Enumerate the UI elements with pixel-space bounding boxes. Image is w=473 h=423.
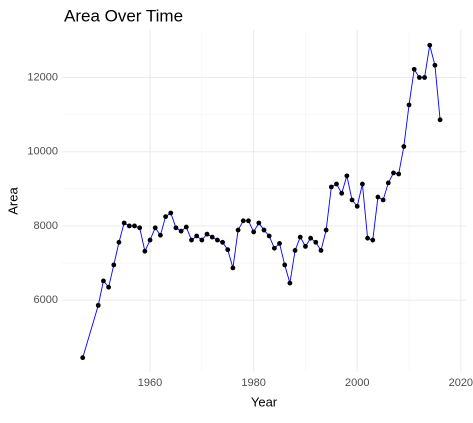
point: [230, 265, 236, 271]
x-tick-label: 1960: [138, 377, 162, 389]
point: [101, 278, 106, 284]
point: [339, 190, 345, 196]
point: [427, 42, 433, 48]
point: [199, 237, 205, 243]
point: [292, 248, 298, 253]
point: [121, 220, 127, 226]
point: [147, 237, 153, 243]
point: [406, 102, 412, 108]
point: [152, 225, 158, 231]
point: [416, 75, 422, 80]
point: [116, 239, 122, 245]
point: [256, 220, 262, 226]
y-tick-label: 10000: [27, 146, 58, 158]
point: [271, 245, 277, 251]
y-axis-label: Area: [5, 187, 20, 215]
point: [80, 355, 86, 361]
point: [204, 231, 210, 237]
point: [437, 117, 443, 123]
x-tick-label: 2000: [345, 377, 369, 389]
point: [334, 181, 339, 187]
point: [422, 75, 427, 80]
line: [82, 45, 441, 358]
point: [401, 144, 407, 149]
point: [318, 248, 324, 253]
point: [297, 234, 303, 240]
point: [142, 248, 148, 254]
point: [360, 181, 365, 187]
point: [328, 184, 334, 190]
point: [391, 170, 396, 176]
x-axis-label: Year: [251, 394, 278, 409]
x-tick-label: 1980: [241, 377, 265, 389]
point: [225, 247, 231, 253]
point: [220, 239, 225, 245]
point: [183, 224, 189, 230]
point: [126, 223, 132, 229]
point: [308, 235, 314, 241]
point: [396, 171, 402, 177]
point: [277, 241, 282, 246]
point: [178, 228, 184, 234]
point: [132, 223, 137, 229]
point: [385, 180, 391, 186]
point: [380, 197, 386, 203]
point: [313, 239, 319, 245]
point: [189, 237, 194, 243]
chart-title: Area Over Time: [64, 6, 183, 25]
x-tick-label: 2020: [449, 377, 473, 389]
point: [111, 262, 117, 268]
point: [163, 214, 168, 220]
point: [344, 173, 350, 179]
point: [282, 262, 288, 268]
point: [266, 233, 272, 239]
point: [158, 232, 163, 238]
point: [235, 227, 241, 233]
point: [370, 237, 376, 243]
point: [137, 225, 143, 231]
point: [173, 225, 179, 231]
point: [432, 62, 438, 68]
point: [251, 229, 257, 235]
y-tick-label: 6000: [34, 294, 58, 306]
point: [303, 243, 308, 249]
point: [194, 233, 200, 239]
point: [209, 234, 215, 240]
y-tick-label: 12000: [27, 71, 58, 83]
point: [411, 66, 417, 72]
point: [375, 194, 381, 200]
point: [354, 203, 360, 209]
point: [240, 218, 246, 224]
point: [246, 218, 251, 224]
point: [287, 280, 293, 286]
point: [323, 227, 329, 233]
point: [95, 302, 101, 308]
point: [168, 210, 174, 216]
point: [106, 284, 112, 290]
point: [214, 237, 220, 243]
point: [349, 197, 355, 203]
point: [261, 227, 267, 233]
y-tick-label: 8000: [34, 220, 58, 232]
point: [365, 235, 370, 241]
